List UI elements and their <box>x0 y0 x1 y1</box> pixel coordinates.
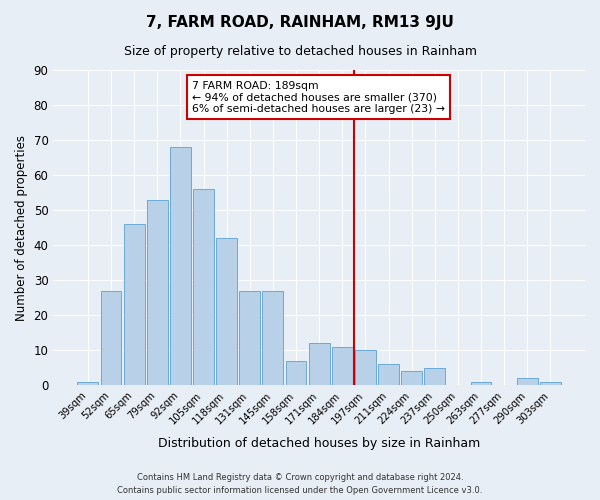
Bar <box>424 368 445 386</box>
Bar <box>216 238 237 386</box>
Bar <box>124 224 145 386</box>
Text: Size of property relative to detached houses in Rainham: Size of property relative to detached ho… <box>124 45 476 58</box>
Text: 7, FARM ROAD, RAINHAM, RM13 9JU: 7, FARM ROAD, RAINHAM, RM13 9JU <box>146 15 454 30</box>
X-axis label: Distribution of detached houses by size in Rainham: Distribution of detached houses by size … <box>158 437 480 450</box>
Bar <box>101 291 121 386</box>
Bar <box>239 291 260 386</box>
Text: Contains HM Land Registry data © Crown copyright and database right 2024.
Contai: Contains HM Land Registry data © Crown c… <box>118 474 482 495</box>
Text: 7 FARM ROAD: 189sqm
← 94% of detached houses are smaller (370)
6% of semi-detach: 7 FARM ROAD: 189sqm ← 94% of detached ho… <box>192 80 445 114</box>
Bar <box>332 347 353 386</box>
Bar <box>517 378 538 386</box>
Bar <box>170 147 191 386</box>
Bar <box>193 189 214 386</box>
Bar <box>262 291 283 386</box>
Bar <box>286 361 307 386</box>
Bar <box>147 200 167 386</box>
Bar <box>77 382 98 386</box>
Bar <box>378 364 399 386</box>
Bar <box>355 350 376 386</box>
Bar <box>309 344 329 386</box>
Bar <box>401 372 422 386</box>
Bar <box>540 382 561 386</box>
Y-axis label: Number of detached properties: Number of detached properties <box>15 134 28 320</box>
Bar <box>470 382 491 386</box>
